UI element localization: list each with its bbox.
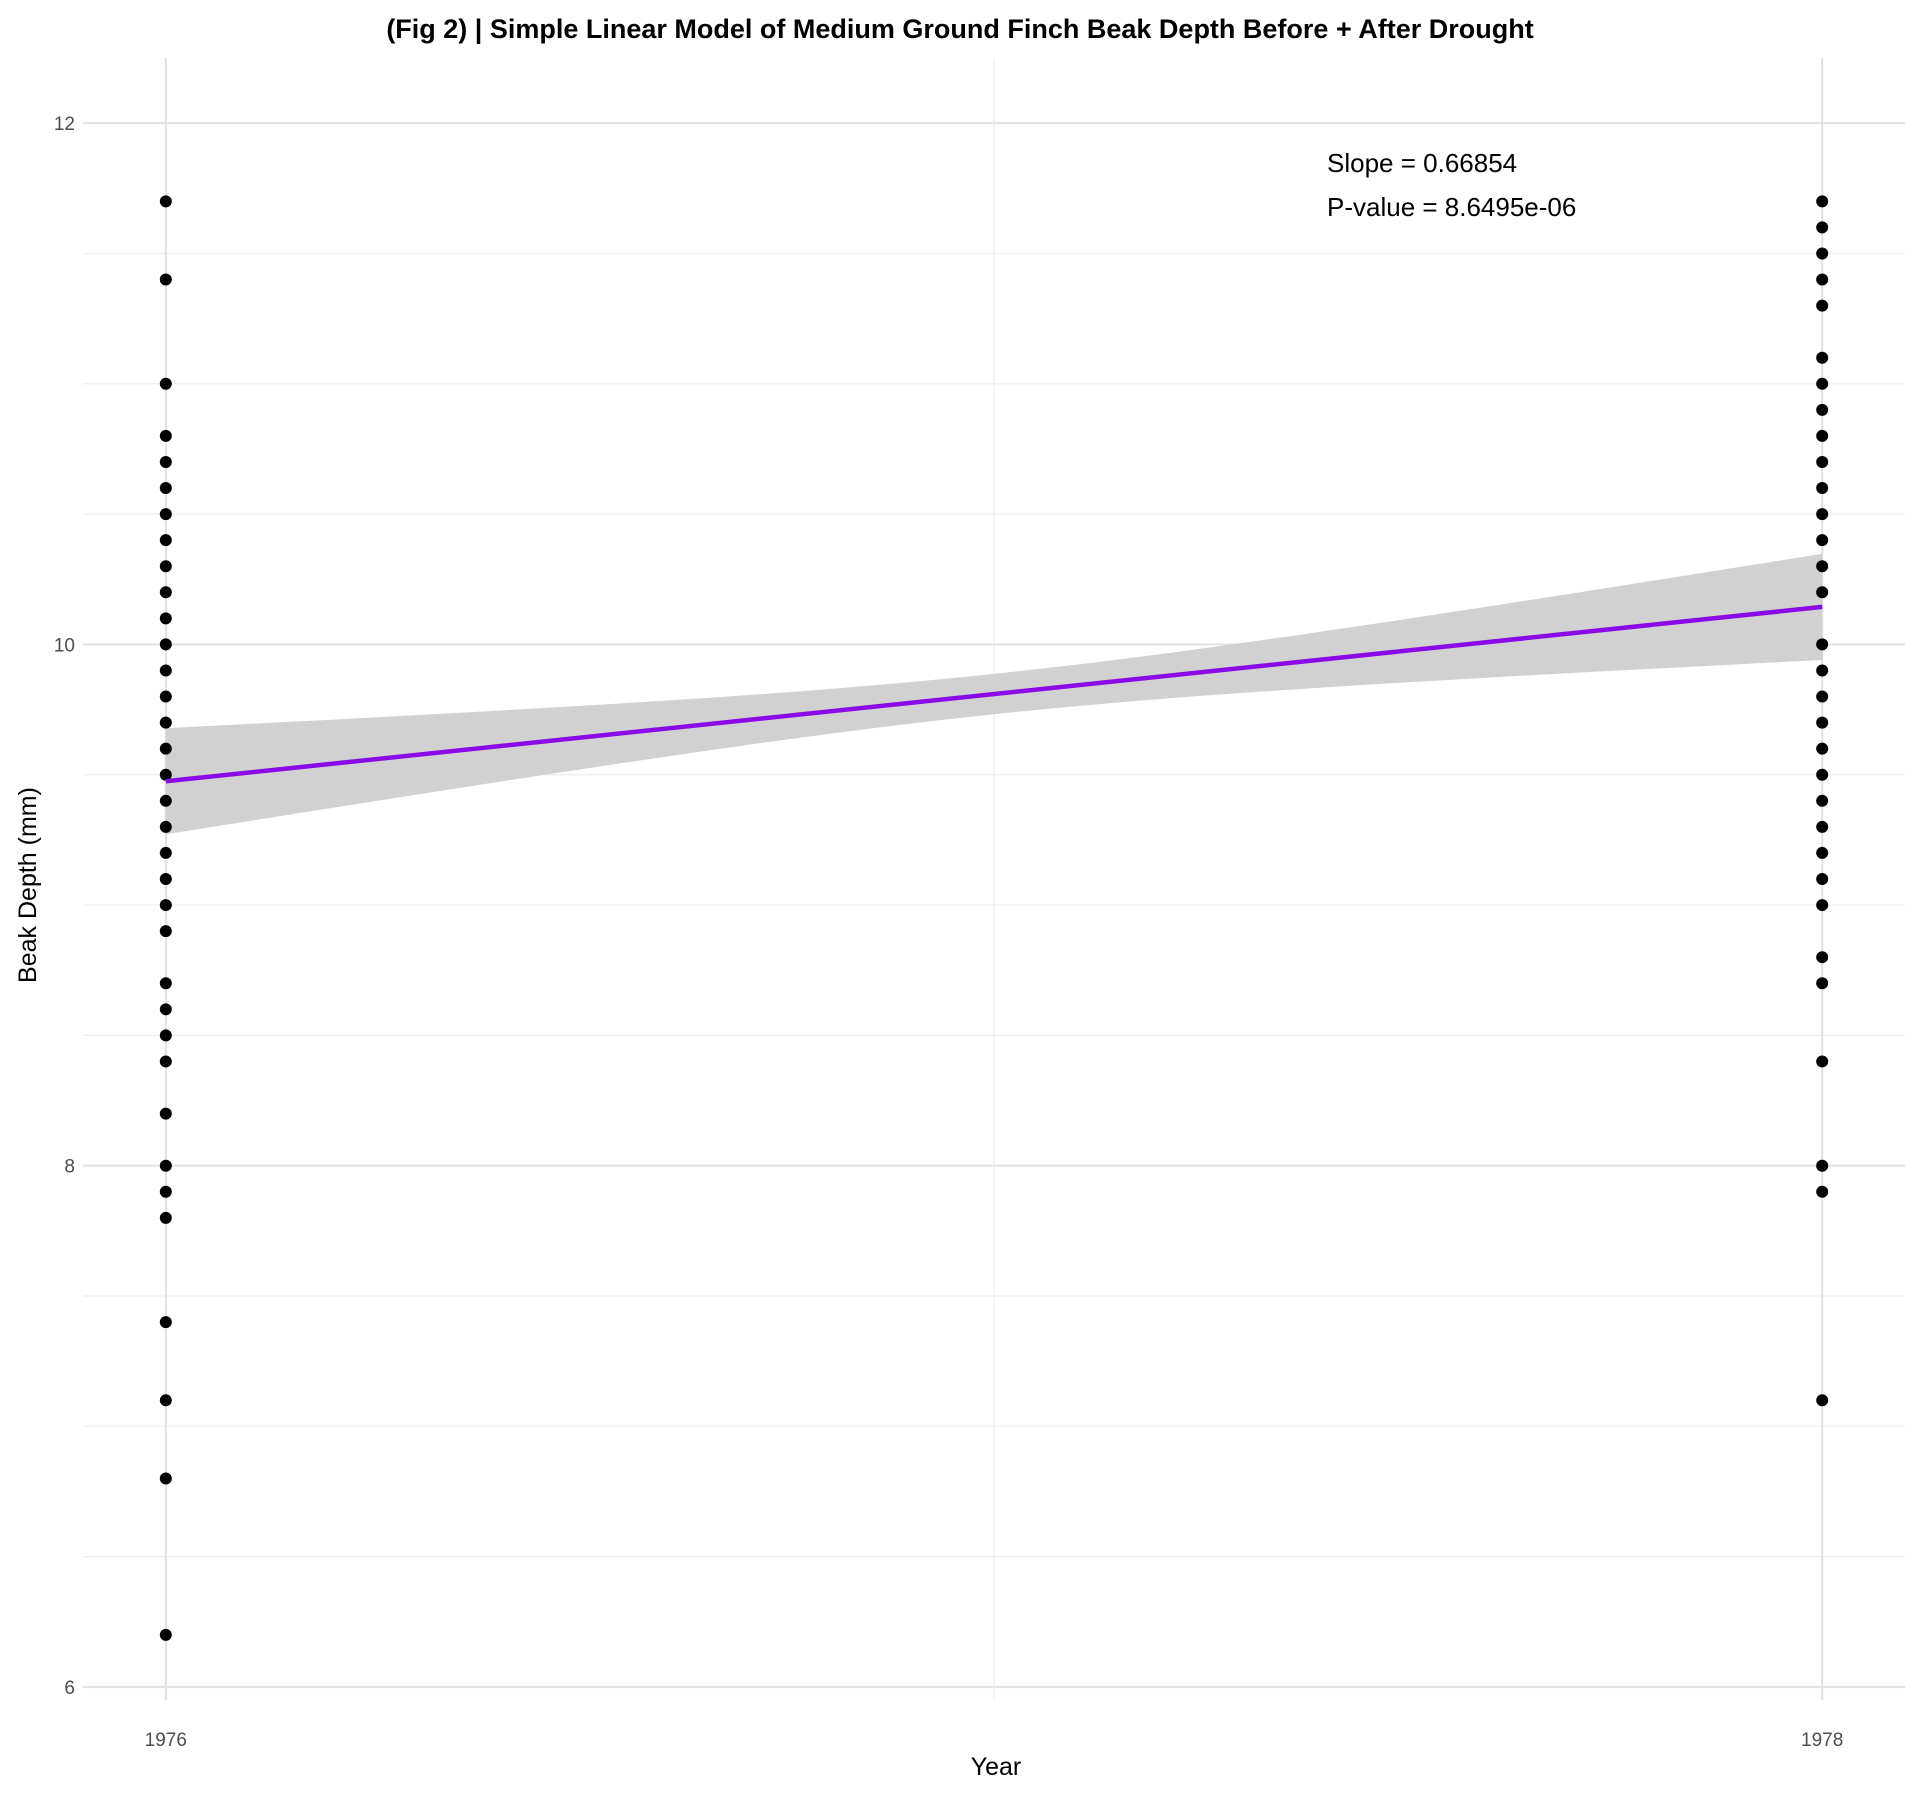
points-layer — [159, 195, 1829, 1641]
p-value-annotation: P-value = 8.6495e-06 — [1327, 192, 1576, 222]
grid — [83, 58, 1905, 1700]
data-point — [159, 1055, 172, 1068]
data-point — [1816, 247, 1829, 260]
data-point — [1816, 455, 1829, 468]
data-point — [159, 1107, 172, 1120]
y-tick-label: 12 — [54, 114, 75, 135]
data-point — [159, 1316, 172, 1329]
chart-title: (Fig 2) | Simple Linear Model of Medium … — [386, 14, 1533, 44]
data-point — [159, 195, 172, 208]
data-point — [1816, 846, 1829, 859]
y-tick-label: 10 — [54, 635, 75, 656]
data-point — [159, 873, 172, 885]
data-point — [1816, 664, 1829, 677]
data-point — [159, 768, 172, 781]
data-point — [1816, 1055, 1829, 1068]
data-point — [1816, 586, 1829, 599]
data-point — [1816, 1394, 1829, 1407]
x-tick-label: 1976 — [145, 1730, 187, 1751]
data-point — [159, 690, 172, 703]
data-point — [1816, 560, 1829, 573]
data-point — [1816, 873, 1829, 885]
data-point — [159, 455, 172, 468]
data-point — [159, 560, 172, 573]
data-point — [1816, 638, 1829, 651]
data-point — [1816, 299, 1829, 312]
data-point — [159, 899, 172, 912]
y-tick-label: 6 — [64, 1678, 75, 1699]
data-point — [159, 716, 172, 729]
regression-line — [165, 604, 1823, 784]
data-point — [159, 1211, 172, 1224]
data-point — [1816, 482, 1829, 495]
data-point — [1816, 534, 1829, 547]
data-point — [1816, 716, 1829, 729]
data-point — [159, 586, 172, 599]
data-point — [1816, 377, 1829, 390]
data-point — [159, 1394, 172, 1407]
data-point — [159, 534, 172, 547]
x-tick-label: 1978 — [1801, 1730, 1843, 1751]
data-point — [159, 820, 172, 833]
data-point — [1816, 221, 1829, 234]
data-point — [1816, 351, 1829, 364]
data-point — [159, 508, 172, 521]
slope-annotation: Slope = 0.66854 — [1327, 148, 1517, 178]
data-point — [159, 1029, 172, 1042]
data-point — [1816, 977, 1829, 990]
data-point — [159, 273, 172, 286]
data-point — [1816, 403, 1829, 416]
data-point — [1816, 794, 1829, 807]
data-point — [1816, 768, 1829, 781]
data-point — [159, 482, 172, 495]
data-point — [159, 638, 172, 651]
data-point — [159, 846, 172, 859]
x-axis-title: Year — [971, 1753, 1022, 1781]
data-point — [159, 1472, 172, 1485]
data-point — [159, 794, 172, 807]
y-tick-labels: 6 8 10 12 — [54, 114, 75, 1699]
data-point — [159, 377, 172, 390]
data-point — [1816, 1185, 1829, 1198]
data-point — [1816, 951, 1829, 964]
data-point — [159, 1628, 172, 1641]
data-point — [159, 977, 172, 990]
data-point — [1816, 899, 1829, 912]
data-point — [1816, 429, 1829, 442]
fit-line-layer — [165, 604, 1823, 784]
data-point — [1816, 820, 1829, 833]
data-point — [159, 1185, 172, 1198]
x-tick-labels: 1976 1978 — [145, 1730, 1844, 1751]
data-point — [159, 429, 172, 442]
data-point — [1816, 508, 1829, 521]
data-point — [159, 1003, 172, 1016]
data-point — [1816, 690, 1829, 703]
y-axis-title: Beak Depth (mm) — [14, 787, 42, 983]
y-tick-label: 8 — [64, 1157, 75, 1178]
data-point — [1816, 1159, 1829, 1172]
data-point — [159, 612, 172, 625]
data-point — [159, 1159, 172, 1172]
data-point — [1816, 742, 1829, 755]
data-point — [159, 664, 172, 677]
data-point — [1816, 195, 1829, 208]
data-point — [1816, 273, 1829, 286]
data-point — [159, 742, 172, 755]
data-point — [159, 925, 172, 938]
